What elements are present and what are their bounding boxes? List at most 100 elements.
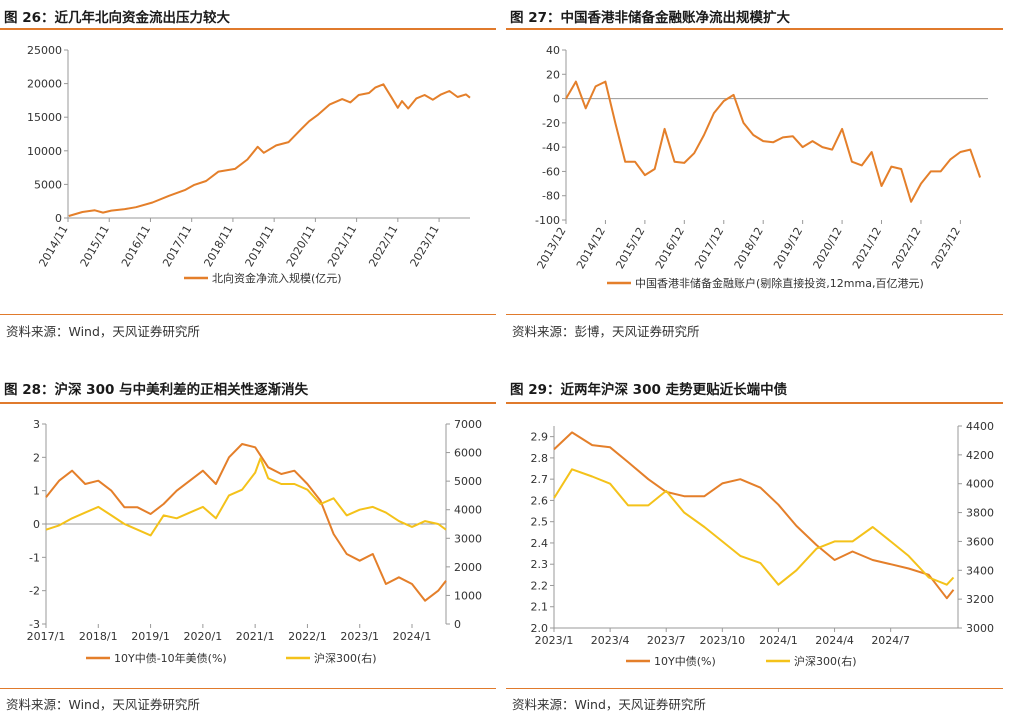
y-tick-label: 15000: [27, 111, 62, 124]
y-tick-label-right: 2000: [454, 561, 482, 574]
x-tick-label: 2023/1: [340, 630, 379, 643]
source-note: 资料来源：Wind，天风证券研究所: [6, 324, 200, 339]
x-tick-label: 2022/12: [889, 225, 923, 271]
y-tick-label: 10000: [27, 145, 62, 158]
x-tick-label: 2023/11: [408, 223, 442, 269]
x-tick-label: 2023/7: [647, 634, 686, 647]
title-rule: [506, 402, 1003, 404]
y-tick-label: -60: [542, 165, 560, 178]
y-tick-label: 5000: [34, 178, 62, 191]
x-tick-label: 2020/1: [184, 630, 223, 643]
x-tick-label: 2023/1: [535, 634, 574, 647]
y-tick-label: 1: [33, 485, 40, 498]
x-tick-label: 2021/12: [850, 225, 884, 271]
y-tick-label: 2.0: [531, 622, 549, 635]
y-tick-label: -80: [542, 190, 560, 203]
y-tick-label-right: 6000: [454, 447, 482, 460]
legend-label-1: 中国香港非储备金融账户(剔除直接投资,12mma,百亿港元): [635, 276, 924, 290]
x-tick-label: 2023/10: [699, 634, 745, 647]
x-tick-label: 2017/12: [692, 225, 726, 271]
y-tick-label-right: 7000: [454, 418, 482, 431]
title-rule: [506, 28, 1003, 30]
x-tick-label: 2020/12: [811, 225, 845, 271]
y-tick-label-right: 4400: [966, 420, 994, 433]
series-line-1: [45, 443, 447, 602]
y-tick-label: 2.3: [531, 558, 549, 571]
series-line-1: [553, 431, 955, 600]
x-tick-label: 2015/11: [78, 223, 112, 269]
x-tick-label: 2021/1: [236, 630, 275, 643]
legend-label-2: 沪深300(右): [314, 651, 377, 665]
panel-title: 图 29：近两年沪深 300 走势更贴近长端中债: [510, 382, 788, 398]
y-tick-label: 2.4: [531, 537, 549, 550]
y-tick-label: -100: [535, 214, 560, 227]
x-tick-label: 2017/11: [160, 223, 194, 269]
x-tick-label: 2018/12: [732, 225, 766, 271]
source-rule: [506, 314, 1003, 315]
y-tick-label: 2.7: [531, 473, 549, 486]
source-rule: [0, 688, 496, 689]
source-note: 资料来源：Wind，天风证券研究所: [512, 697, 706, 712]
chart-fig29: 2.0 2.1 2.2 2.3 2.4 2.5 2.6 2.7 2.8 2.9 3000 3200 34…: [531, 420, 995, 668]
chart-fig28: -3 -2 -1 0 1 2 3 0 1000 2000 3000 4000 5000 6000 7000 2…: [27, 418, 482, 665]
y-tick-label: 20000: [27, 78, 62, 91]
y-tick-label-right: 4000: [454, 504, 482, 517]
y-tick-label-right: 3000: [454, 532, 482, 545]
y-tick-label: 2.2: [531, 579, 549, 592]
y-tick-label: 0: [553, 93, 560, 106]
x-tick-label: 2017/1: [27, 630, 66, 643]
y-tick-label-right: 1000: [454, 589, 482, 602]
x-tick-label: 2016/11: [119, 223, 153, 269]
y-tick-label-right: 0: [454, 618, 461, 631]
y-tick-label: 0: [55, 212, 62, 225]
legend-label-2: 沪深300(右): [794, 654, 857, 668]
x-tick-label: 2019/1: [131, 630, 170, 643]
y-tick-label: 2.9: [531, 431, 549, 444]
x-tick-label: 2020/11: [284, 223, 318, 269]
panel-fig29: 图 29：近两年沪深 300 走势更贴近长端中债 2.0 2.1 2.2 2.3 2.4…: [506, 372, 1009, 714]
y-tick-label: 0: [33, 518, 40, 531]
y-tick-label: -1: [29, 551, 40, 564]
x-tick-label: 2024/4: [815, 634, 854, 647]
y-tick-label-right: 3000: [966, 622, 994, 635]
y-tick-label-right: 3600: [966, 535, 994, 548]
x-tick-label: 2014/12: [574, 225, 608, 271]
y-tick-label: -3: [29, 618, 40, 631]
y-tick-label: 2.1: [531, 601, 549, 614]
x-tick-label: 2015/12: [613, 225, 647, 271]
panel-fig27: 图 27：中国香港非储备金融账净流出规模扩大 -100 -80 -60 -40 -20 0…: [506, 0, 1009, 345]
x-tick-label: 2024/7: [871, 634, 910, 647]
y-tick-label: 2: [33, 451, 40, 464]
series-line-1: [68, 83, 471, 217]
legend-label-1: 北向资金净流入规模(亿元): [212, 271, 342, 285]
panel-fig28: 图 28：沪深 300 与中美利差的正相关性逐渐消失 -3 -2 -1 0 1 2 3 0 10…: [0, 372, 500, 714]
y-tick-label: 20: [546, 68, 560, 81]
y-tick-label: -2: [29, 585, 40, 598]
y-tick-label: -40: [542, 141, 560, 154]
y-tick-label: 40: [546, 44, 560, 57]
panel-title: 图 26：近几年北向资金流出压力较大: [4, 10, 230, 26]
legend-label-1: 10Y中债(%): [654, 654, 716, 668]
y-tick-label-right: 5000: [454, 475, 482, 488]
x-tick-label: 2023/12: [929, 225, 963, 271]
source-note: 资料来源：Wind，天风证券研究所: [6, 697, 200, 712]
x-tick-label: 2022/11: [366, 223, 400, 269]
x-tick-label: 2018/1: [79, 630, 118, 643]
source-rule: [0, 314, 496, 315]
x-tick-label: 2021/11: [325, 223, 359, 269]
y-tick-label-right: 3200: [966, 593, 994, 606]
series-line-2: [45, 457, 447, 537]
legend-label-1: 10Y中债-10年美债(%): [114, 651, 227, 665]
y-tick-label: 3: [33, 418, 40, 431]
chart-fig27: -100 -80 -60 -40 -20 0 20 40 2013/12 2014/12 2015/…: [534, 44, 988, 290]
y-tick-label-right: 4200: [966, 449, 994, 462]
panel-title: 图 27：中国香港非储备金融账净流出规模扩大: [510, 10, 790, 26]
series-line-2: [553, 468, 955, 586]
x-tick-label: 2023/4: [591, 634, 630, 647]
x-tick-label: 2022/1: [288, 630, 327, 643]
title-rule: [0, 402, 496, 404]
x-tick-label: 2019/11: [243, 223, 277, 269]
panel-fig26: 图 26：近几年北向资金流出压力较大 0 5000 10000 15000 20000 2…: [0, 0, 500, 345]
y-tick-label: -20: [542, 117, 560, 130]
